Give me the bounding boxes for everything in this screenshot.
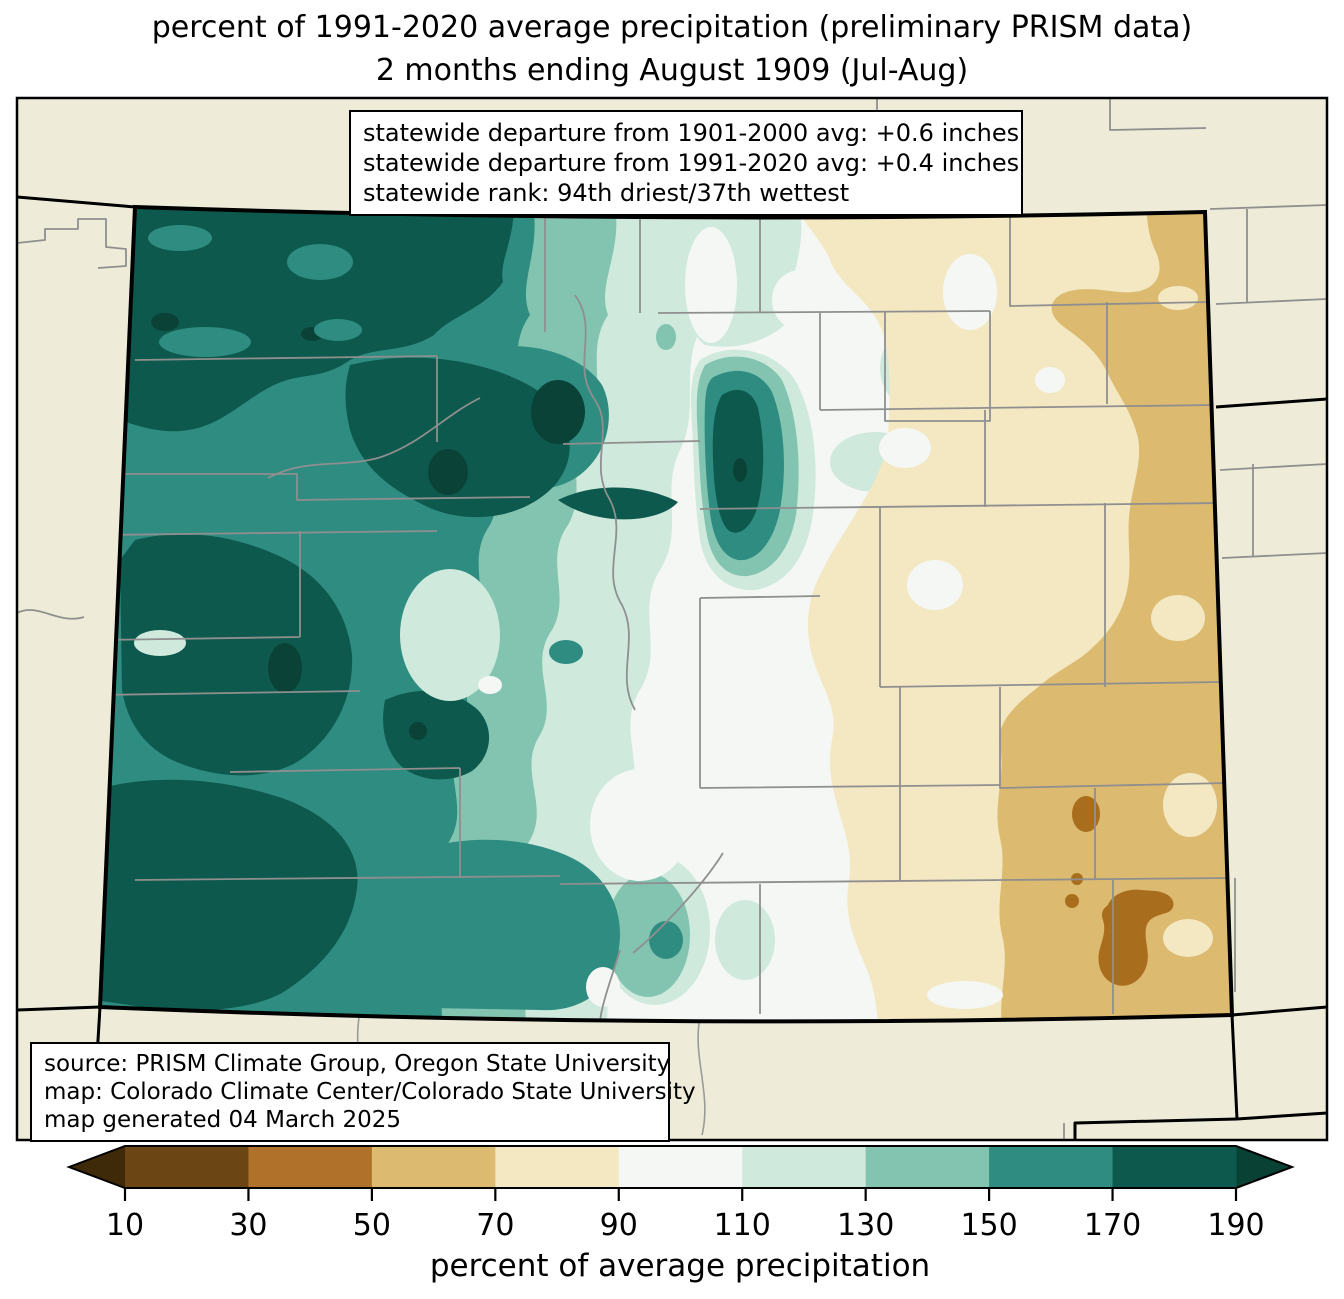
colorbar-right-arrow (1236, 1146, 1292, 1188)
figure-title: percent of 1991-2020 average precipitati… (0, 6, 1344, 92)
level-30-50 (1065, 796, 1174, 986)
title-line-1: percent of 1991-2020 average precipitati… (151, 10, 1193, 45)
colorbar-tick-label-190: 190 (1207, 1208, 1264, 1243)
colorado-county-lines (100, 213, 1231, 1022)
colorbar-ticks (123, 1188, 1238, 1201)
colorbar-segment-10-30 (125, 1146, 249, 1188)
colorbar: 10 30 50 70 90 110 130 150 170 190 percent of ave… (66, 1145, 1295, 1284)
colorbar-tick-label-90: 90 (600, 1208, 638, 1243)
colorbar-tick-label-70: 70 (476, 1208, 514, 1243)
colorbar-axis-label: percent of average precipitation (430, 1248, 930, 1284)
colorbar-tick-label-30: 30 (229, 1208, 267, 1243)
colorbar-segment-70-90 (495, 1146, 620, 1188)
colorbar-segment-130-150 (865, 1146, 990, 1188)
colorbar-tick-labels: 10 30 50 70 90 110 130 150 170 190 (106, 1208, 1265, 1243)
colorbar-segment-170-190 (1112, 1146, 1237, 1188)
colorbar-tick-label-110: 110 (714, 1208, 771, 1243)
source-line-1: source: PRISM Climate Group, Oregon Stat… (44, 1051, 671, 1077)
colorbar-segments (125, 1146, 1237, 1188)
pale-holes (1151, 286, 1217, 957)
colorbar-tick-label-170: 170 (1084, 1208, 1141, 1243)
colorbar-segment-30-50 (248, 1146, 373, 1188)
map-frame-border (15, 96, 1329, 1142)
contour-fills (100, 207, 1232, 1022)
source-attribution-box: source: PRISM Climate Group, Oregon Stat… (30, 1042, 696, 1142)
colorbar-tick-label-50: 50 (353, 1208, 391, 1243)
colorbar-tick-label-10: 10 (106, 1208, 144, 1243)
colorbar-tick-label-150: 150 (960, 1208, 1017, 1243)
colorbar-left-arrow (69, 1146, 125, 1188)
light-patches (134, 225, 828, 1007)
source-line-2: map: Colorado Climate Center/Colorado St… (44, 1079, 696, 1105)
title-line-2: 2 months ending August 1909 (Jul-Aug) (375, 53, 969, 88)
stats-line-3: statewide rank: 94th driest/37th wettest (363, 179, 850, 207)
white-holes (879, 254, 1065, 1009)
source-line-3: map generated 04 March 2025 (44, 1107, 402, 1133)
statewide-stats-box: statewide departure from 1901-2000 avg: … (349, 110, 1023, 216)
colorbar-segment-110-130 (742, 1146, 867, 1188)
colorbar-tick-label-130: 130 (837, 1208, 894, 1243)
stats-line-2: statewide departure from 1991-2020 avg: … (363, 149, 1020, 177)
stats-line-1: statewide departure from 1901-2000 avg: … (363, 119, 1020, 147)
colorbar-segment-50-70 (371, 1146, 496, 1188)
colorbar-segment-150-170 (989, 1146, 1114, 1188)
colorbar-segment-90-110 (618, 1146, 743, 1188)
level-over-190 (151, 313, 747, 740)
